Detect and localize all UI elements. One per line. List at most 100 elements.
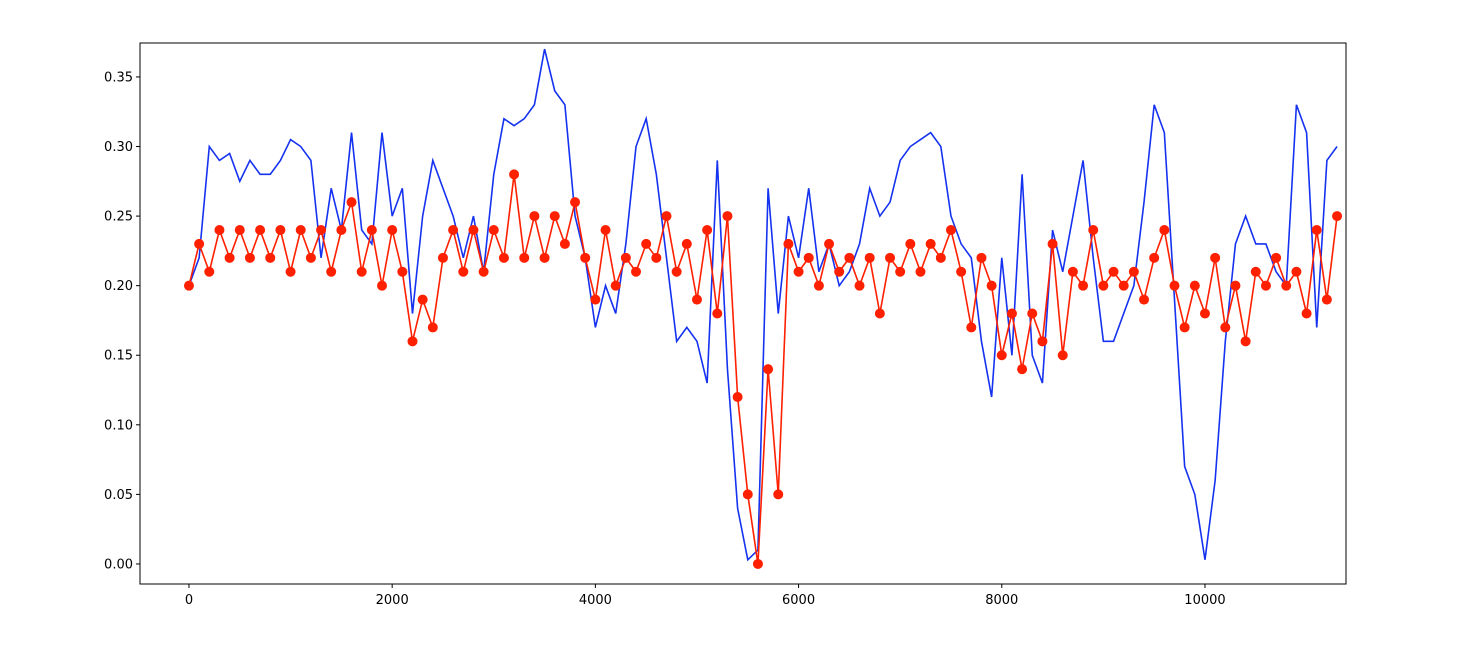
y-tick-label: 0.35 [104,70,133,85]
marker [559,238,570,249]
marker [1179,322,1190,333]
marker [874,308,885,319]
marker [925,238,936,249]
marker [641,238,652,249]
marker [671,266,682,277]
marker [1006,308,1017,319]
marker [885,252,896,263]
marker [1098,280,1109,291]
x-tick-label: 6000 [782,593,815,608]
marker [1037,336,1048,347]
marker [326,266,337,277]
y-tick-label: 0.15 [104,349,133,364]
marker [793,266,804,277]
marker [722,211,733,222]
marker [1017,364,1028,375]
y-tick-label: 0.25 [104,210,133,225]
marker [387,225,398,236]
marker [661,211,672,222]
marker [854,280,865,291]
x-tick-label: 4000 [579,593,612,608]
marker [945,225,956,236]
marker [681,238,692,249]
marker [519,252,530,263]
marker [1189,280,1200,291]
marker [214,225,225,236]
x-tick-label: 0 [185,593,193,608]
marker [864,252,875,263]
marker [580,252,591,263]
marker [275,225,286,236]
marker [752,558,763,569]
marker [742,489,753,500]
marker [285,266,296,277]
marker [336,225,347,236]
x-tick-label: 2000 [376,593,409,608]
marker [356,266,367,277]
marker [1169,280,1180,291]
y-tick-label: 0.10 [104,418,133,433]
y-tick-label: 0.05 [104,488,133,503]
line [188,48,1338,562]
series [188,48,1338,562]
marker [610,280,621,291]
marker [590,294,601,305]
marker [417,294,428,305]
marker [1027,308,1038,319]
y-tick-label: 0.30 [104,140,133,155]
marker [1230,280,1241,291]
marker [702,225,713,236]
marker [1220,322,1231,333]
marker [905,238,916,249]
marker [956,266,967,277]
marker [570,197,581,208]
y-tick-label: 0.20 [104,279,133,294]
marker [265,252,276,263]
marker [691,294,702,305]
marker [488,225,499,236]
marker [295,225,306,236]
marker [529,211,540,222]
marker [712,308,723,319]
marker [397,266,408,277]
marker [803,252,814,263]
marker [620,252,631,263]
marker [316,225,327,236]
marker [1240,336,1251,347]
marker [305,252,316,263]
marker [1210,252,1221,263]
marker [427,322,438,333]
marker [366,225,377,236]
marker [224,252,235,263]
marker [996,350,1007,361]
marker [651,252,662,263]
marker [813,280,824,291]
plot-frame [139,42,1347,585]
marker [834,266,845,277]
marker [437,252,448,263]
marker [498,252,509,263]
marker [549,211,560,222]
marker [1149,252,1160,263]
marker [1199,308,1210,319]
marker [1139,294,1150,305]
marker [539,252,550,263]
marker [346,197,357,208]
marker [1271,252,1282,263]
marker [377,280,388,291]
marker [844,252,855,263]
line [188,174,1338,565]
marker [1047,238,1058,249]
marker [1159,225,1170,236]
marker [976,252,987,263]
marker [448,225,459,236]
marker [1108,266,1119,277]
marker [732,391,743,402]
marker [1311,225,1322,236]
marker [1332,211,1343,222]
marker [244,252,255,263]
marker [509,169,520,180]
marker [966,322,977,333]
